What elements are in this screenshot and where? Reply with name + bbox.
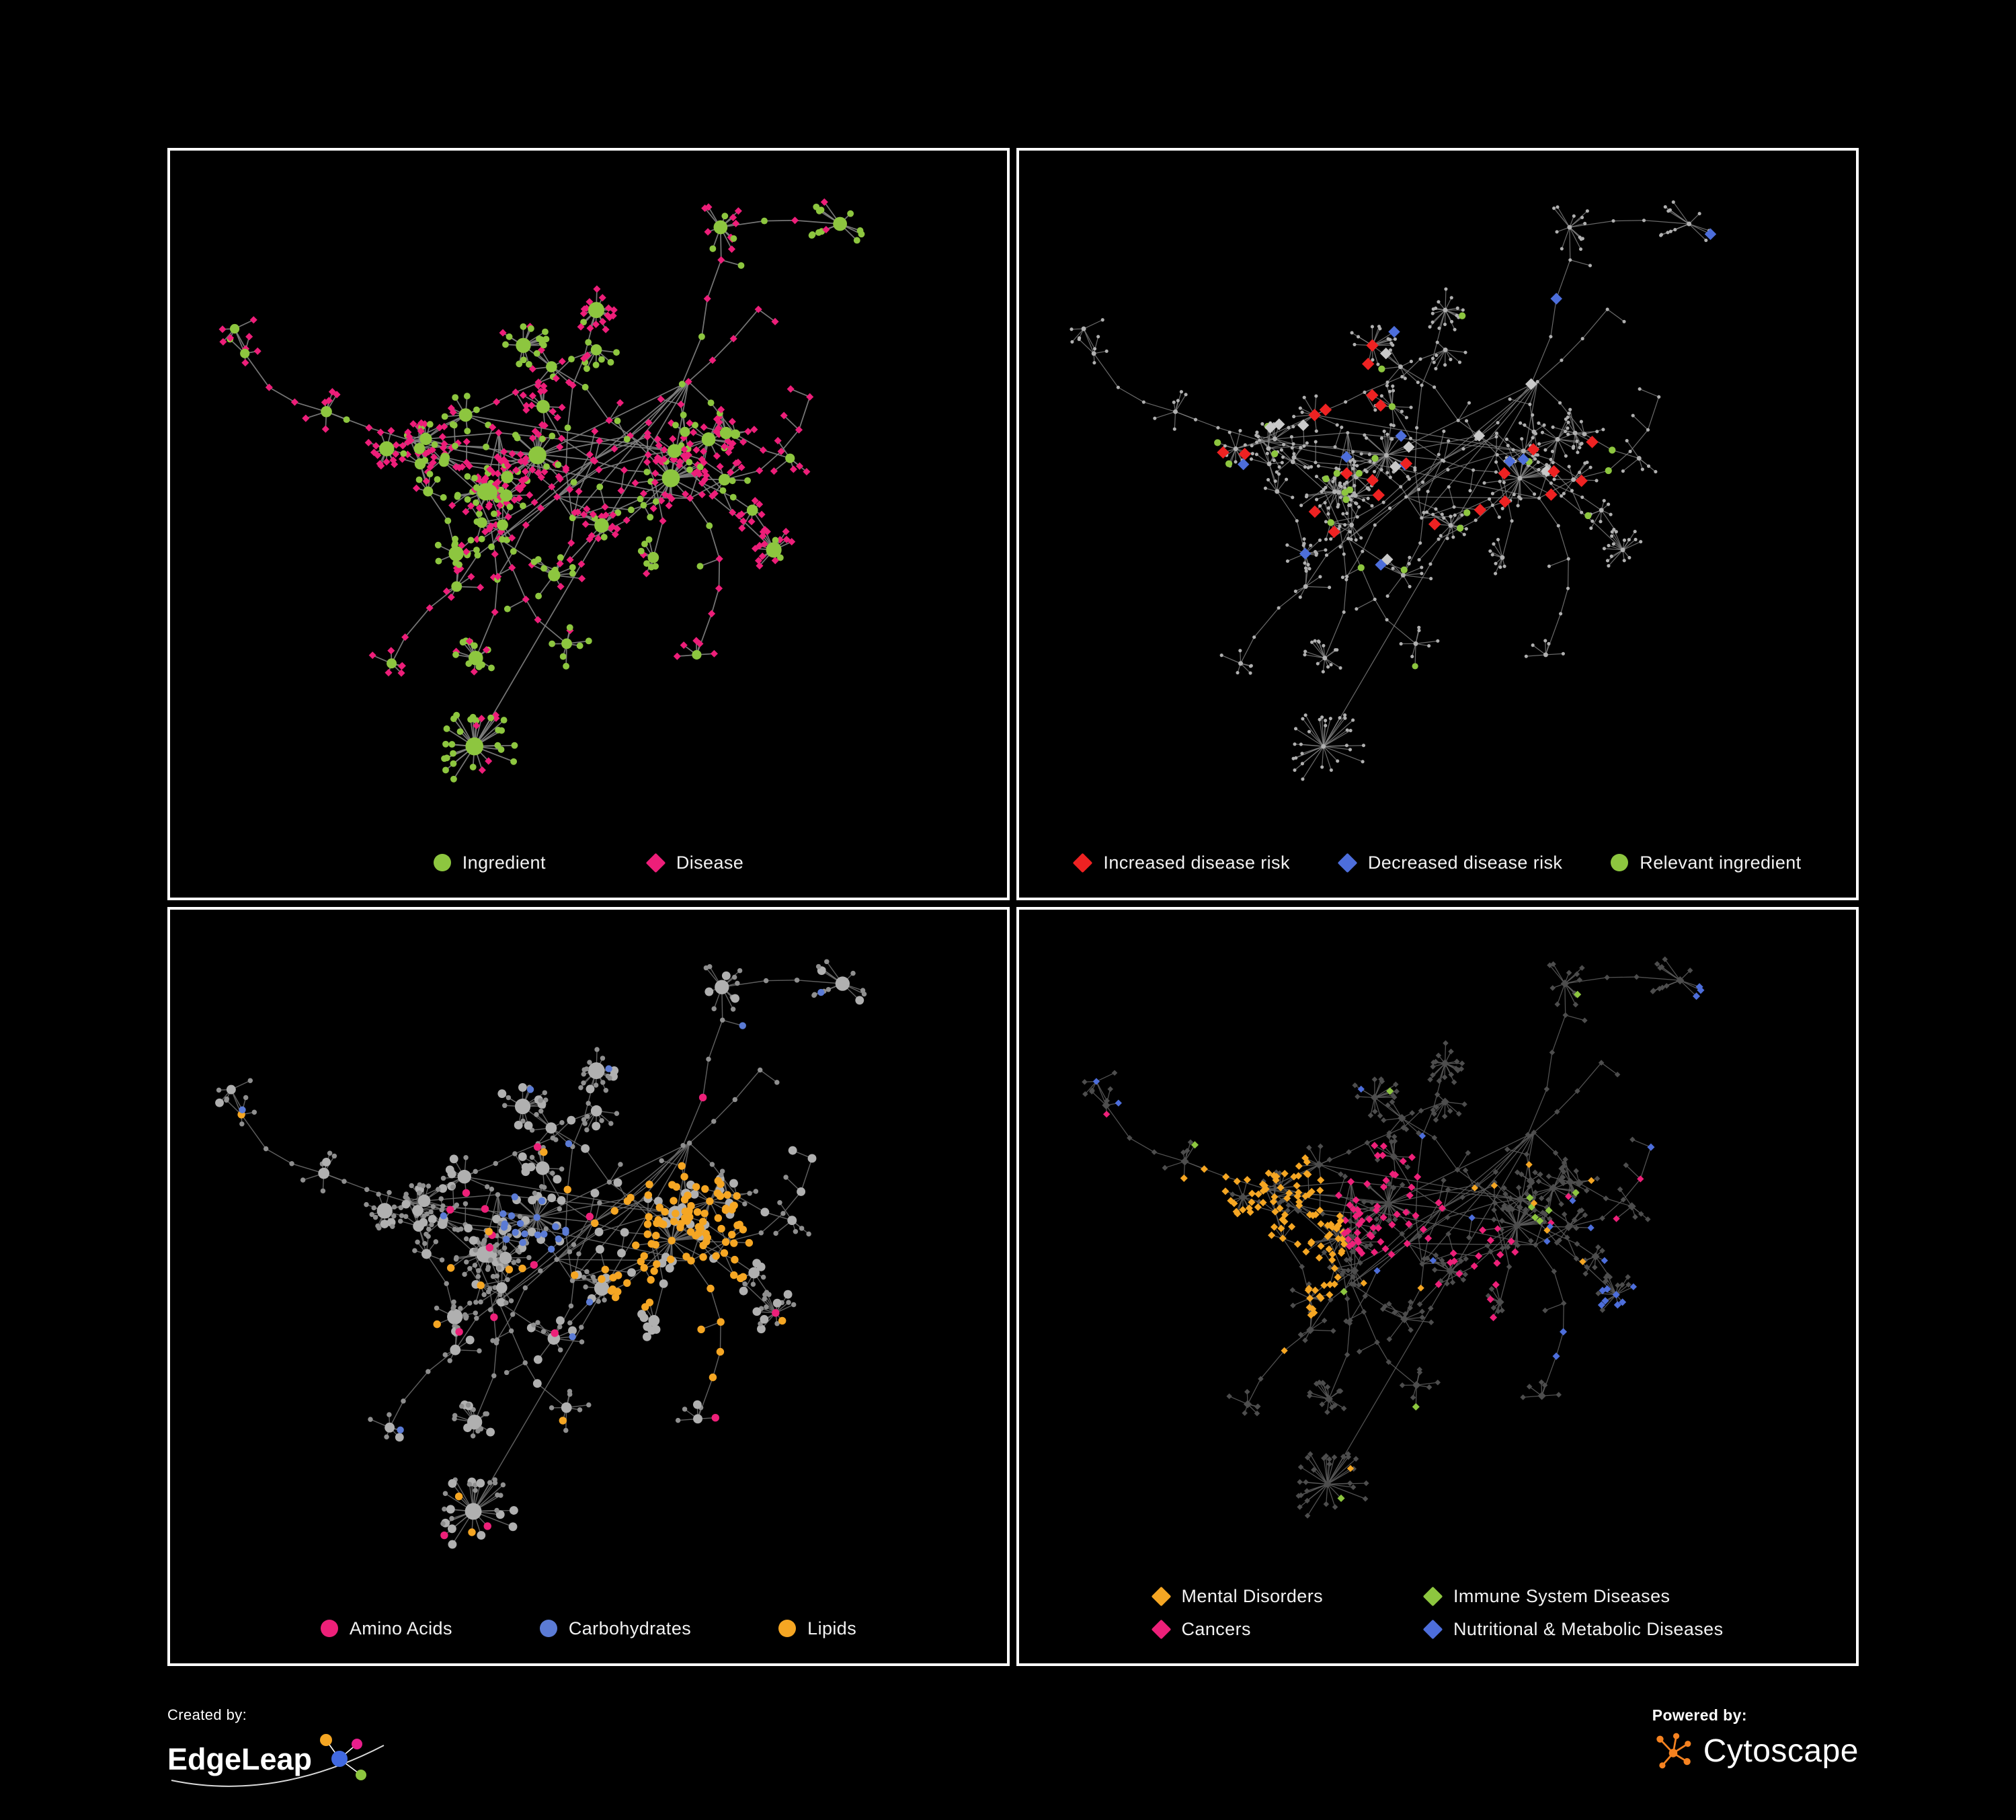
legend-item-mental-disorders: Mental Disorders xyxy=(1151,1586,1323,1607)
footer: Created by: EdgeLeap Powered by: xyxy=(167,1706,1859,1797)
lipids-swatch-icon xyxy=(778,1620,797,1637)
immune-diseases-swatch-icon xyxy=(1422,1586,1443,1607)
ingredient-disease-network-graph xyxy=(218,198,865,783)
edgeleap-molecule-icon xyxy=(320,1734,366,1780)
legend-item-amino-acids: Amino Acids xyxy=(320,1618,452,1639)
legend-item-immune-system-diseases: Immune System Diseases xyxy=(1422,1586,1670,1607)
panel-disease-categories: Mental Disorders Immune System Diseases … xyxy=(1016,907,1859,1666)
legend-label: Cancers xyxy=(1181,1619,1251,1639)
powered-by-label: Powered by: xyxy=(1652,1706,1747,1724)
legend-label: Ingredient xyxy=(462,852,546,873)
legend-item-carbohydrates: Carbohydrates xyxy=(539,1618,692,1639)
edgeleap-swoosh xyxy=(171,1745,385,1787)
legend-label: Decreased disease risk xyxy=(1367,852,1563,873)
cytoscape-branding: Powered by: Cytoscape xyxy=(1652,1706,1859,1772)
decreased-risk-swatch-icon xyxy=(1337,853,1358,873)
cytoscape-icon xyxy=(1656,1733,1691,1769)
disease-swatch-icon xyxy=(645,853,666,873)
nutrients-network-graph xyxy=(215,959,867,1549)
legend-item-increased-risk: Increased disease risk xyxy=(1073,852,1290,873)
legend-item-decreased-risk: Decreased disease risk xyxy=(1337,852,1563,873)
disease-risk-network-graph xyxy=(1070,200,1717,781)
legend-label: Disease xyxy=(676,852,744,873)
legend-item-disease: Disease xyxy=(645,852,744,873)
carbohydrates-swatch-icon xyxy=(539,1620,557,1637)
disease-categories-network-graph xyxy=(1082,956,1705,1519)
created-by-label: Created by: xyxy=(167,1706,247,1723)
legend-disease-categories: Mental Disorders Immune System Diseases … xyxy=(1019,1562,1856,1663)
edgeleap-wordmark: EdgeLeap xyxy=(167,1742,312,1776)
legend-disease-risk: Increased disease risk Decreased disease… xyxy=(1019,828,1856,898)
legend-label: Relevant ingredient xyxy=(1640,852,1802,873)
legend-item-cancers: Cancers xyxy=(1151,1619,1251,1640)
cancers-swatch-icon xyxy=(1151,1619,1171,1640)
increased-risk-swatch-icon xyxy=(1073,853,1093,873)
legend-label: Immune System Diseases xyxy=(1453,1586,1670,1606)
legend-label: Mental Disorders xyxy=(1181,1586,1323,1606)
cytoscape-wordmark: Cytoscape xyxy=(1703,1733,1859,1769)
panel-nutrients: Amino Acids Carbohydrates Lipids xyxy=(167,907,1010,1666)
nutritional-metabolic-swatch-icon xyxy=(1422,1619,1443,1640)
legend-item-lipids: Lipids xyxy=(778,1618,856,1639)
relevant-ingredient-swatch-icon xyxy=(1611,854,1629,871)
edgeleap-branding: Created by: EdgeLeap xyxy=(167,1706,389,1797)
mental-disorders-swatch-icon xyxy=(1151,1586,1171,1607)
legend-ingredient-disease: Ingredient Disease xyxy=(170,828,1007,898)
edgeleap-logo: EdgeLeap xyxy=(167,1734,385,1787)
legend-item-relevant-ingredient: Relevant ingredient xyxy=(1611,853,1801,873)
legend-item-ingredient: Ingredient xyxy=(433,852,546,873)
figure-grid: Ingredient Disease Increased disease ris… xyxy=(167,148,1859,1666)
legend-label: Amino Acids xyxy=(349,1618,452,1638)
panel-disease-risk: Increased disease risk Decreased disease… xyxy=(1016,148,1859,900)
panel-ingredient-disease: Ingredient Disease xyxy=(167,148,1010,900)
ingredient-swatch-icon xyxy=(433,854,451,871)
legend-label: Carbohydrates xyxy=(568,1618,692,1638)
legend-label: Lipids xyxy=(807,1618,857,1638)
legend-label: Increased disease risk xyxy=(1103,852,1290,873)
legend-nutrients: Amino Acids Carbohydrates Lipids xyxy=(170,1593,1007,1663)
legend-item-nutritional-metabolic-diseases: Nutritional & Metabolic Diseases xyxy=(1422,1619,1724,1640)
amino-acids-swatch-icon xyxy=(320,1620,338,1637)
legend-label: Nutritional & Metabolic Diseases xyxy=(1453,1619,1724,1639)
